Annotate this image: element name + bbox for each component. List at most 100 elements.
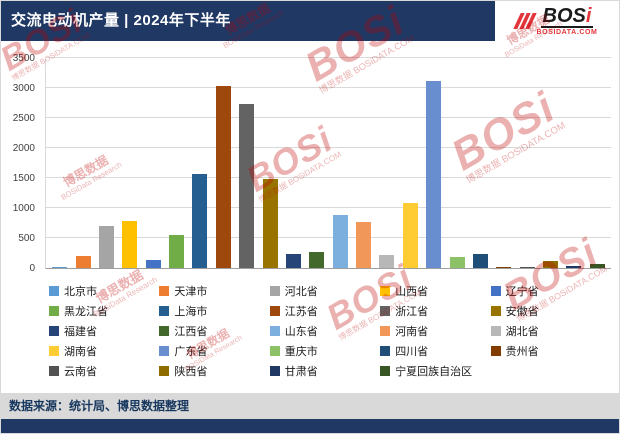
bar-江西省 (309, 252, 325, 268)
bar-安徽省 (262, 179, 278, 268)
legend-swatch-icon (159, 366, 170, 376)
legend-item: 浙江省 (380, 302, 490, 320)
page-title: 交流电动机产量 | 2024年下半年 (1, 1, 495, 41)
legend-item: 天津市 (159, 282, 269, 300)
logo-wordmark: BOSi (540, 5, 594, 28)
legend-swatch-icon (269, 286, 280, 296)
bar-chart: 0 500 1000 1500 2000 2500 3000 3500 (1, 53, 619, 274)
source-text: 数据来源：统计局、博思数据整理 (9, 399, 190, 413)
y-tick-label: 2500 (12, 113, 35, 124)
legend-label: 山东省 (284, 326, 318, 338)
legend-item: 辽宁省 (490, 282, 601, 300)
logo-wordmark-black: BOS (542, 5, 586, 27)
legend-swatch-icon (269, 346, 280, 356)
y-tick-label: 3000 (12, 83, 35, 94)
legend-item: 江苏省 (269, 302, 380, 320)
legend-label: 上海市 (174, 306, 208, 318)
legend-label: 陕西省 (174, 366, 208, 378)
legend-label: 河南省 (395, 326, 429, 338)
legend-item: 宁夏回族自治区 (380, 362, 490, 380)
bosi-logo: BOSi BOSIDATA.COM (512, 5, 598, 36)
legend-label: 北京市 (64, 286, 97, 298)
legend-item: 山东省 (269, 322, 380, 340)
y-tick-label: 1000 (12, 203, 35, 214)
bar-陕西省 (543, 261, 559, 268)
legend-item: 四川省 (380, 342, 490, 360)
legend-swatch-icon (490, 286, 501, 296)
legend-swatch-icon (49, 286, 59, 296)
bar-云南省 (519, 266, 535, 268)
legend-label: 浙江省 (395, 306, 429, 318)
legend-swatch-icon (269, 306, 280, 316)
bar-辽宁省 (145, 259, 161, 268)
bar-甘肃省 (566, 265, 582, 268)
legend-swatch-icon (269, 366, 280, 376)
legend-item: 福建省 (49, 322, 159, 340)
legend-swatch-icon (490, 346, 501, 356)
y-tick-label: 0 (29, 263, 35, 274)
bar-贵州省 (496, 266, 512, 268)
legend-swatch-icon (49, 306, 59, 316)
legend-label: 天津市 (174, 286, 208, 298)
bar-山西省 (122, 220, 138, 268)
source-band: 数据来源：统计局、博思数据整理 (1, 393, 619, 419)
legend-label: 宁夏回族自治区 (395, 366, 473, 378)
legend-item: 云南省 (49, 362, 159, 380)
legend-item: 山西省 (380, 282, 490, 300)
y-tick-label: 3500 (12, 53, 35, 64)
logo-stripes-icon (512, 13, 537, 29)
bars-group (46, 58, 611, 268)
legend-item: 江西省 (159, 322, 269, 340)
legend-label: 山西省 (395, 286, 429, 298)
gridline (46, 147, 611, 148)
legend-item: 上海市 (159, 302, 269, 320)
bar-北京市 (52, 266, 68, 268)
legend-item: 湖北省 (490, 322, 601, 340)
legend-label: 辽宁省 (505, 286, 539, 298)
legend-swatch-icon (159, 346, 170, 356)
legend-label: 湖北省 (505, 326, 539, 338)
legend-swatch-icon (380, 326, 391, 336)
legend-item: 湖南省 (49, 342, 159, 360)
bar-湖南省 (402, 203, 418, 268)
gridline (46, 117, 611, 118)
legend-swatch-icon (49, 366, 59, 376)
legend-swatch-icon (49, 326, 59, 336)
legend-swatch-icon (490, 326, 501, 336)
bar-福建省 (285, 253, 301, 268)
legend-swatch-icon (159, 306, 170, 316)
legend-item: 甘肃省 (269, 362, 380, 380)
bar-天津市 (75, 256, 91, 268)
bar-重庆市 (449, 257, 465, 268)
gridline (46, 207, 611, 208)
legend-label: 江苏省 (284, 306, 318, 318)
bar-四川省 (472, 254, 488, 268)
legend-label: 重庆市 (284, 346, 318, 358)
legend-swatch-icon (380, 286, 391, 296)
logo-wordmark-red: i (585, 5, 592, 27)
plot-area (45, 57, 611, 269)
legend-swatch-icon (159, 286, 170, 296)
legend-label: 安徽省 (505, 306, 539, 318)
gridline (46, 237, 611, 238)
legend-label: 黑龙江省 (64, 306, 108, 318)
legend-item: 黑龙江省 (49, 302, 159, 320)
logo-area: BOSi BOSIDATA.COM (495, 1, 619, 41)
bar-山东省 (332, 215, 348, 268)
y-tick-label: 500 (18, 233, 35, 244)
y-axis: 0 500 1000 1500 2000 2500 3000 3500 (1, 53, 39, 274)
legend-swatch-icon (380, 346, 391, 356)
legend-item: 广东省 (159, 342, 269, 360)
legend-swatch-icon (380, 366, 391, 376)
legend-label: 甘肃省 (284, 366, 318, 378)
legend-label: 广东省 (174, 346, 208, 358)
header: 交流电动机产量 | 2024年下半年 BOSi BOSIDATA.COM (1, 1, 619, 41)
bar-浙江省 (239, 104, 255, 268)
legend-item: 陕西省 (159, 362, 269, 380)
logo-domain-text: BOSIDATA.COM (536, 29, 598, 36)
gridline (46, 57, 611, 58)
legend-swatch-icon (490, 306, 501, 316)
legend-item: 河南省 (380, 322, 490, 340)
legend-item: 北京市 (49, 282, 159, 300)
bar-上海市 (192, 173, 208, 268)
